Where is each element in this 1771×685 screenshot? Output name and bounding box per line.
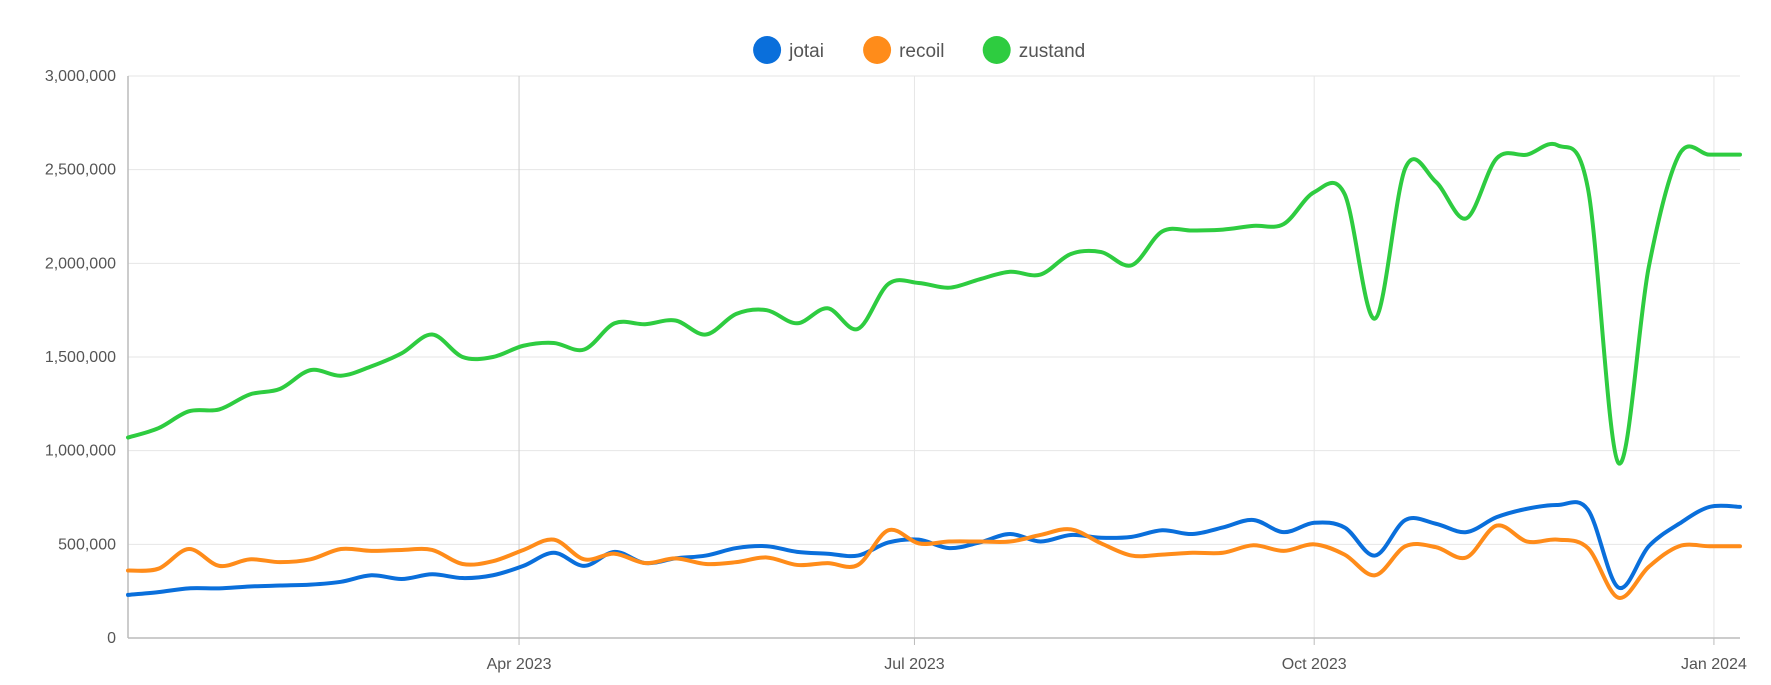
- x-tick-label: Jul 2023: [884, 656, 945, 673]
- legend-swatch: [863, 36, 892, 64]
- grid: [128, 75, 1740, 638]
- y-tick-label: 1,500,000: [45, 349, 116, 366]
- y-tick-label: 3,000,000: [45, 68, 116, 85]
- axes: 0 500,000 1,000,000 1,500,000 2,000,000 2,500…: [45, 68, 1747, 673]
- y-tick-label: 2,000,000: [45, 255, 116, 272]
- legend-item-recoil[interactable]: recoil: [863, 36, 945, 64]
- legend-swatch: [753, 36, 782, 64]
- legend[interactable]: jotai recoil zustand: [753, 36, 1085, 64]
- legend-item-zustand[interactable]: zustand: [982, 36, 1086, 64]
- series-line-zustand[interactable]: [126, 142, 1742, 466]
- x-tick-label: Apr 2023: [487, 656, 552, 673]
- y-tick-label: 500,000: [58, 536, 116, 553]
- series-lines: [126, 142, 1742, 600]
- series-line-jotai[interactable]: [126, 500, 1742, 597]
- legend-label: zustand: [1019, 41, 1086, 62]
- legend-label: jotai: [788, 41, 824, 62]
- legend-item-jotai[interactable]: jotai: [753, 36, 824, 64]
- y-tick-label: 2,500,000: [45, 162, 116, 179]
- y-tick-label: 1,000,000: [45, 443, 116, 460]
- series-line-recoil[interactable]: [126, 523, 1742, 600]
- legend-swatch: [982, 36, 1011, 64]
- x-tick-label: Oct 2023: [1282, 656, 1347, 673]
- y-tick-label: 0: [107, 630, 116, 647]
- x-tick-label: Jan 2024: [1681, 656, 1747, 673]
- legend-label: recoil: [899, 41, 944, 62]
